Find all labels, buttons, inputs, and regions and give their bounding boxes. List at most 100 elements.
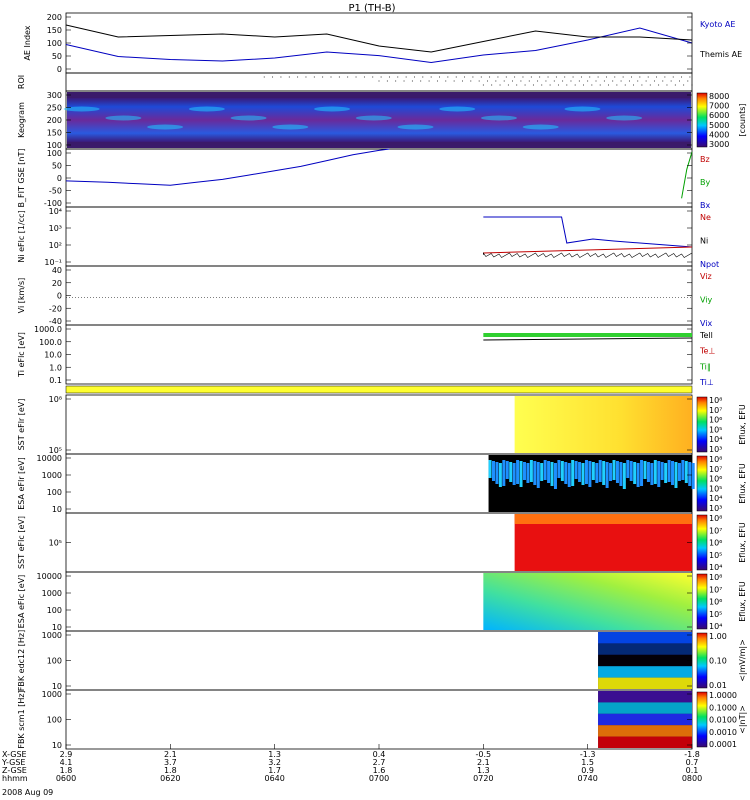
roi-mark (430, 76, 432, 78)
xtick-label: 2.1 (477, 758, 490, 767)
roi-mark (620, 80, 622, 82)
esa1-flux (619, 462, 623, 486)
colorbar-label: Eflux, EFU (738, 522, 747, 563)
ytick-ae: 150 (47, 26, 62, 35)
xtick-label: -1.8 (684, 750, 700, 759)
ytick-esa1: 1000 (42, 471, 62, 480)
ytick-bfit: -50 (49, 187, 62, 196)
esa1-flux (578, 462, 582, 482)
colorbar-tick: 1.00 (709, 632, 727, 641)
keogram-aurora (188, 106, 225, 112)
esa1-flux (605, 462, 609, 488)
roi-mark (597, 76, 599, 78)
roi-mark (305, 76, 307, 78)
ytick-keogram: 250 (47, 104, 62, 113)
xtick-label: 0620 (160, 774, 180, 783)
panel-label-roi: ROI (17, 75, 26, 89)
colorbar-tick: 8000 (709, 92, 729, 101)
panel-label-ae: AE Index (23, 25, 32, 60)
esa1-flux (684, 461, 688, 483)
legend-tell: Tell (699, 331, 713, 340)
esa1-flux (609, 463, 613, 481)
colorbar-tick: 0.0010 (709, 728, 737, 737)
xtick-label: 0600 (56, 774, 76, 783)
ytick-fbk1: 10 (52, 682, 62, 691)
keogram-bottom (67, 142, 691, 148)
keogram-aurora (230, 115, 267, 121)
colorbar-tick: 10⁷ (709, 526, 722, 535)
roi-mark (280, 76, 282, 78)
roi-mark (503, 80, 505, 82)
fbk2-band (598, 713, 692, 726)
roi-mark (528, 80, 530, 82)
colorbar-tick: 6000 (709, 111, 729, 120)
colorbar-tick: 10⁵ (709, 484, 722, 493)
roi-mark (589, 76, 591, 78)
roi-mark (591, 84, 593, 86)
fbk1-band (598, 677, 692, 689)
series-kyoto-ae (65, 27, 693, 64)
colorbar-tick: 5000 (709, 121, 729, 130)
colorbar-tick: 4000 (709, 130, 729, 139)
xtick-label: 0.7 (686, 758, 699, 767)
roi-mark (497, 76, 499, 78)
roi-mark (587, 80, 589, 82)
fbk2-band (598, 725, 692, 737)
colorbar-tick: 10⁶ (709, 416, 722, 425)
xtick-label: 1.8 (60, 766, 73, 775)
panel-label-esa1: ESA eFlr [eV] (17, 457, 26, 510)
panel-label-vi: Vi [km/s] (17, 278, 26, 314)
roi-mark (472, 76, 474, 78)
keogram-aurora (606, 115, 643, 121)
esa1-flux (536, 462, 540, 488)
legend-te⊥: Te⊥ (699, 347, 715, 356)
esa1-flux (516, 460, 520, 484)
ytick-bfit: 0 (57, 174, 62, 183)
colorbar-tick: 10⁴ (709, 563, 722, 572)
esa1-flux (677, 463, 681, 481)
colorbar-tick: 10⁶ (709, 539, 722, 548)
roi-mark (455, 76, 457, 78)
series-bx (65, 148, 390, 186)
keogram-aurora (439, 106, 476, 112)
legend-ni: Ni (700, 237, 708, 246)
xtick-label: 3.7 (164, 758, 177, 767)
xtick-label: 0700 (369, 774, 389, 783)
roi-mark (499, 84, 501, 86)
esa1-flux (550, 462, 554, 486)
colorbar-label: [counts] (738, 104, 747, 137)
xtick-label: 2.7 (373, 758, 386, 767)
roi-mark (616, 84, 618, 86)
esa1-flux (667, 460, 671, 482)
colorbar-label: Eflux, EFU (738, 463, 747, 504)
ytick-ae: 100 (47, 39, 62, 48)
esa1-flux (636, 463, 640, 487)
colorbar-tick: 1.0000 (709, 691, 737, 700)
panel-frame-bfit (65, 148, 693, 208)
colorbar-sst2 (696, 514, 708, 571)
ytick-vi: 0 (57, 292, 62, 301)
esa1-flux (512, 463, 516, 485)
x-row-label: Z-GSE (2, 766, 27, 775)
esa1-flux (498, 463, 502, 487)
esa1-flux (502, 460, 506, 486)
roi-mark (461, 80, 463, 82)
roi-mark (445, 80, 447, 82)
colorbar-tick: 0.0001 (709, 740, 737, 749)
xtick-label: 3.2 (268, 758, 281, 767)
colorbar-tick: 10⁷ (709, 585, 722, 594)
esa1-flux (646, 462, 650, 482)
colorbar-tick: 10⁴ (709, 622, 722, 631)
keogram-aurora (355, 115, 392, 121)
ytick-ti: 10.0 (44, 351, 62, 360)
roi-mark (645, 80, 647, 82)
xtick-label: 1.7 (268, 766, 281, 775)
series-tell (483, 337, 693, 341)
esa1-flux (681, 460, 685, 480)
roi-mark (681, 76, 683, 78)
xtick-label: 2.1 (164, 750, 177, 759)
roi-mark (482, 84, 484, 86)
ytick-sst1: 10⁵ (49, 446, 62, 455)
roi-mark (411, 80, 413, 82)
roi-mark (263, 76, 265, 78)
